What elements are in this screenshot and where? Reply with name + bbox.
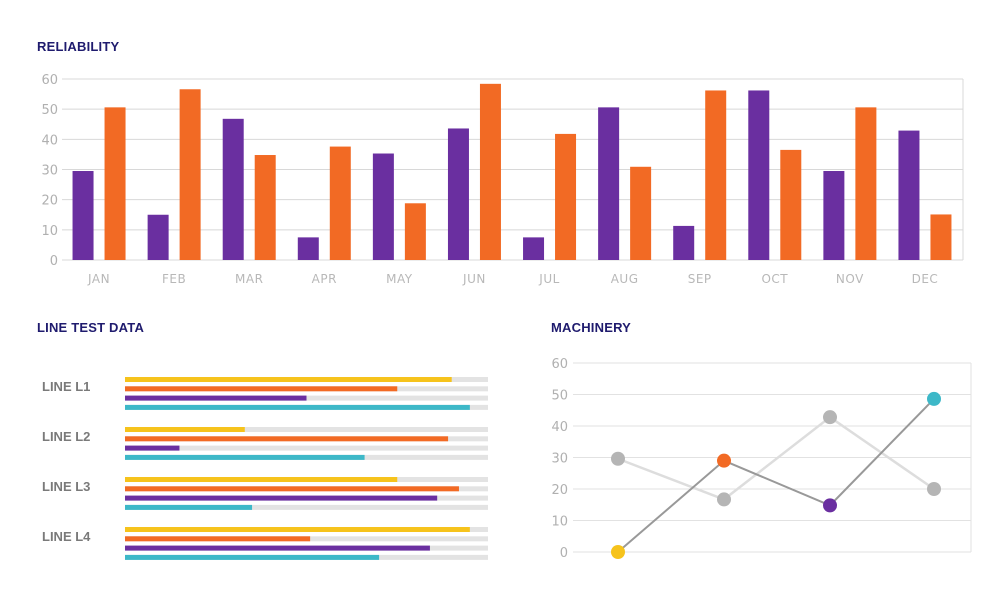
x-tick-label-sep: SEP xyxy=(688,272,712,286)
bar-line-l4-3 xyxy=(125,545,430,551)
x-tick-label-apr: APR xyxy=(312,272,337,286)
y-tick-label-50: 50 xyxy=(551,389,568,404)
bar-line-l4-2 xyxy=(125,536,311,542)
x-tick-label-oct: OCT xyxy=(761,272,788,286)
bar-dec-series-2 xyxy=(930,214,952,260)
bar-oct-series-2 xyxy=(780,149,802,260)
bar-oct-series-1 xyxy=(748,90,770,260)
bar-feb-series-1 xyxy=(147,214,169,260)
bar-jun-series-1 xyxy=(447,128,469,260)
machinery-title: MACHINERY xyxy=(551,320,632,335)
x-tick-label-jun: JUN xyxy=(462,272,486,286)
bar-dec-series-1 xyxy=(898,130,920,260)
bar-line-l3-3 xyxy=(125,495,438,501)
bar-line-l2-1 xyxy=(125,427,245,432)
y-tick-label-40: 40 xyxy=(551,420,568,435)
bar-jan-series-2 xyxy=(104,107,126,261)
bar-sep-series-2 xyxy=(705,90,727,260)
bar-aug-series-2 xyxy=(630,166,652,260)
line-test-title: LINE TEST DATA xyxy=(37,320,145,335)
bar-mar-series-1 xyxy=(222,118,244,260)
track-line-l2-1 xyxy=(125,427,488,432)
bar-jul-series-2 xyxy=(555,133,577,260)
y-tick-label-20: 20 xyxy=(551,483,568,498)
x-tick-label-dec: DEC xyxy=(912,272,939,286)
track-line-l2-3 xyxy=(125,445,488,451)
x-tick-label-nov: NOV xyxy=(836,272,864,286)
y-tick-label-0: 0 xyxy=(560,546,568,561)
y-tick-label-30: 30 xyxy=(551,452,568,467)
bar-aug-series-1 xyxy=(598,107,620,261)
x-tick-label-mar: MAR xyxy=(235,272,263,286)
bar-may-series-2 xyxy=(404,203,426,260)
y-tick-label-40: 40 xyxy=(41,133,58,148)
y-tick-label-10: 10 xyxy=(551,515,568,530)
bar-apr-series-1 xyxy=(297,237,319,260)
bar-line-l3-2 xyxy=(125,486,459,492)
point-series-2-2 xyxy=(717,492,731,507)
bar-may-series-1 xyxy=(372,153,394,260)
point-series-1-3 xyxy=(823,498,837,513)
label-line-l1: LINE L1 xyxy=(42,379,90,394)
x-tick-label-jan: JAN xyxy=(87,272,110,286)
y-tick-label-60: 60 xyxy=(41,73,58,88)
bar-line-l2-4 xyxy=(125,454,365,460)
y-tick-label-60: 60 xyxy=(551,357,568,372)
point-series-1-1 xyxy=(611,545,625,559)
bar-line-l3-1 xyxy=(125,477,398,482)
bar-line-l2-2 xyxy=(125,436,449,442)
point-series-1-2 xyxy=(717,453,731,468)
bar-feb-series-2 xyxy=(179,89,201,260)
bar-sep-series-1 xyxy=(673,225,695,260)
y-tick-label-0: 0 xyxy=(50,254,58,269)
point-series-1-4 xyxy=(927,391,941,406)
bar-line-l1-1 xyxy=(125,377,452,382)
point-series-2-3 xyxy=(823,410,837,425)
label-line-l3: LINE L3 xyxy=(42,479,90,494)
y-tick-label-30: 30 xyxy=(41,164,58,179)
bar-line-l1-2 xyxy=(125,386,398,392)
bar-line-l2-3 xyxy=(125,445,180,451)
x-tick-label-jul: JUL xyxy=(538,272,560,286)
bar-apr-series-2 xyxy=(329,146,351,260)
x-tick-label-feb: FEB xyxy=(162,272,186,286)
bar-mar-series-2 xyxy=(254,155,276,260)
label-line-l4: LINE L4 xyxy=(42,529,91,544)
y-tick-label-50: 50 xyxy=(41,103,58,118)
bar-line-l3-4 xyxy=(125,504,253,510)
x-tick-label-aug: AUG xyxy=(611,272,639,286)
point-series-2-1 xyxy=(611,451,625,466)
bar-jan-series-1 xyxy=(72,171,94,260)
bar-line-l4-4 xyxy=(125,554,380,560)
bar-line-l1-4 xyxy=(125,404,470,410)
bar-line-l1-3 xyxy=(125,395,307,401)
label-line-l2: LINE L2 xyxy=(42,429,90,444)
bar-nov-series-1 xyxy=(823,171,845,260)
bar-jul-series-1 xyxy=(523,237,545,260)
x-tick-label-may: MAY xyxy=(386,272,413,286)
y-tick-label-20: 20 xyxy=(41,194,58,209)
point-series-2-4 xyxy=(927,482,941,496)
bar-nov-series-2 xyxy=(855,107,877,261)
series-line-2 xyxy=(617,415,935,501)
reliability-title: RELIABILITY xyxy=(37,39,120,54)
bar-jun-series-2 xyxy=(479,83,501,261)
track-line-l3-4 xyxy=(125,504,488,510)
y-tick-label-10: 10 xyxy=(41,224,58,239)
bar-line-l4-1 xyxy=(125,527,470,532)
series-line-1 xyxy=(617,398,935,553)
